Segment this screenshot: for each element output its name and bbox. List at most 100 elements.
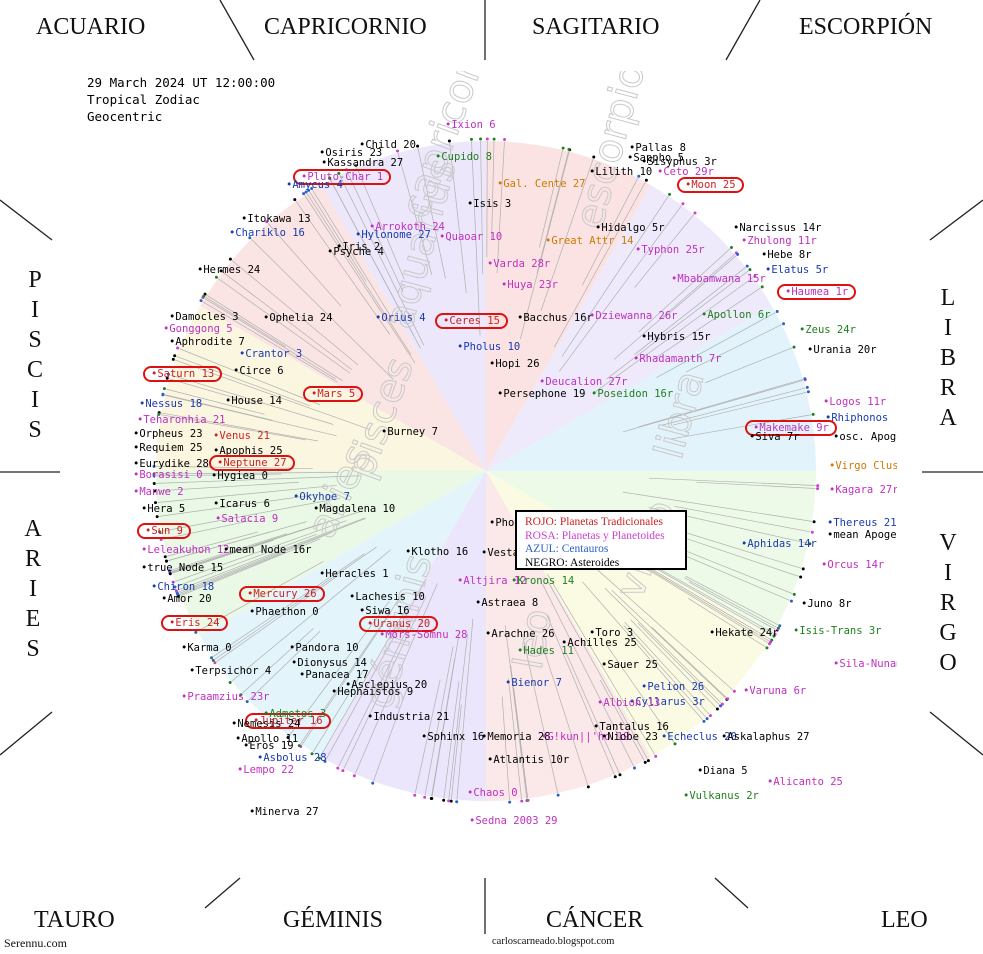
body-ray — [431, 658, 455, 797]
body-marker — [816, 484, 820, 488]
body-label: •Quaoar 10 — [439, 231, 503, 243]
body-label: •Amor 20 — [161, 593, 212, 605]
body-marker — [455, 800, 459, 804]
body-ray — [174, 520, 347, 582]
body-ray — [656, 312, 776, 378]
body-label: •Ixion 6 — [445, 119, 496, 131]
body-marker — [337, 171, 341, 175]
body-label: •Lempo 22 — [237, 764, 294, 776]
body-label: •Aphrodite 7 — [169, 336, 245, 348]
body-ray — [593, 277, 754, 394]
body-ray — [179, 348, 321, 406]
body-marker — [792, 345, 796, 349]
body-marker — [447, 139, 451, 143]
body-marker — [155, 515, 159, 519]
body-ray — [205, 296, 286, 348]
body-marker — [729, 245, 733, 249]
body-label: •Industria 21 — [367, 711, 450, 723]
credit-blog: carloscarneado.blogspot.com — [492, 936, 615, 947]
body-label: •Gal. Cente 27 — [497, 178, 586, 190]
body-ray — [346, 171, 404, 292]
body-ray — [161, 412, 319, 442]
legend-text: : Centauros — [555, 543, 609, 555]
body-marker — [810, 530, 814, 534]
legend-key: NEGRO — [525, 556, 565, 569]
body-marker — [632, 766, 636, 770]
body-marker — [812, 520, 816, 524]
color-legend: ROJO: Planetas Tradicionales ROSA: Planet… — [515, 510, 687, 570]
body-marker — [323, 759, 327, 763]
body-label: •Persephone 19 — [497, 388, 586, 400]
sign-letter: S — [28, 417, 42, 443]
body-ray — [547, 574, 656, 755]
body-marker — [162, 387, 166, 391]
body-ray — [157, 484, 337, 503]
body-ray — [451, 704, 462, 800]
body-marker — [613, 775, 617, 779]
body-marker — [161, 393, 165, 397]
body-label: •Mbabamwana 15r — [671, 273, 766, 285]
zodiac-sector — [486, 141, 651, 471]
body-label: •Vulkanus 2r — [683, 790, 759, 802]
body-ray — [480, 141, 484, 275]
body-marker — [152, 481, 156, 485]
body-label: •Neptune 27 — [209, 455, 295, 471]
body-label: •Orius 4 — [375, 312, 426, 324]
body-ray — [170, 374, 334, 425]
zodiac-sector — [200, 471, 486, 757]
body-marker — [775, 628, 779, 632]
body-marker — [668, 192, 672, 196]
body-label: •Circe 6 — [233, 365, 284, 377]
body-label: •Memoria 28 — [481, 731, 551, 743]
body-label: •Lachesis 10 — [349, 591, 425, 603]
body-marker — [479, 137, 483, 141]
sign-letter: R — [939, 590, 956, 616]
legend-key: ROJO — [525, 516, 554, 528]
body-marker — [753, 274, 757, 278]
body-marker — [317, 756, 321, 760]
body-ray — [159, 494, 318, 517]
body-ray — [180, 538, 320, 597]
body-ray — [540, 158, 594, 311]
body-marker — [199, 299, 203, 303]
body-marker — [811, 412, 815, 416]
body-marker — [643, 760, 647, 764]
body-label: •Asbolus 28 — [257, 752, 327, 764]
body-marker — [202, 294, 206, 298]
body-label: •Damocles 3 — [169, 311, 239, 323]
body-label: •mean Node 16r — [223, 544, 312, 556]
body-ray — [471, 141, 481, 336]
body-marker — [228, 257, 232, 261]
body-ray — [306, 193, 412, 355]
body-label: •Aphidas 14r — [741, 538, 817, 550]
body-label: •Siva 7r — [749, 431, 800, 443]
body-ray — [623, 625, 707, 718]
body-ray — [599, 679, 645, 761]
body-ray — [674, 506, 811, 533]
body-ray — [565, 652, 620, 774]
body-marker — [341, 769, 345, 773]
body-label: •Eros 19 — [243, 740, 294, 752]
body-label: •Isis-Trans 3r — [793, 625, 882, 637]
body-marker — [715, 707, 719, 711]
body-ray — [397, 152, 433, 275]
body-ray — [622, 491, 813, 522]
body-ray — [164, 394, 273, 421]
body-marker — [442, 798, 446, 802]
body-label: •Narcissus 14r — [733, 222, 822, 234]
body-ray — [582, 581, 703, 721]
body-label: •Dionysus 14 — [291, 657, 367, 669]
body-label: •Sun 9 — [137, 523, 191, 539]
body-ray — [649, 477, 816, 486]
body-label: •Manwe 2 — [133, 486, 184, 498]
body-marker — [371, 781, 375, 785]
body-marker — [726, 697, 730, 701]
body-marker — [171, 580, 175, 584]
body-label: •Sedna 2003 29 — [469, 815, 558, 827]
body-marker — [423, 795, 427, 799]
body-marker — [228, 681, 232, 685]
body-ray — [638, 248, 731, 333]
